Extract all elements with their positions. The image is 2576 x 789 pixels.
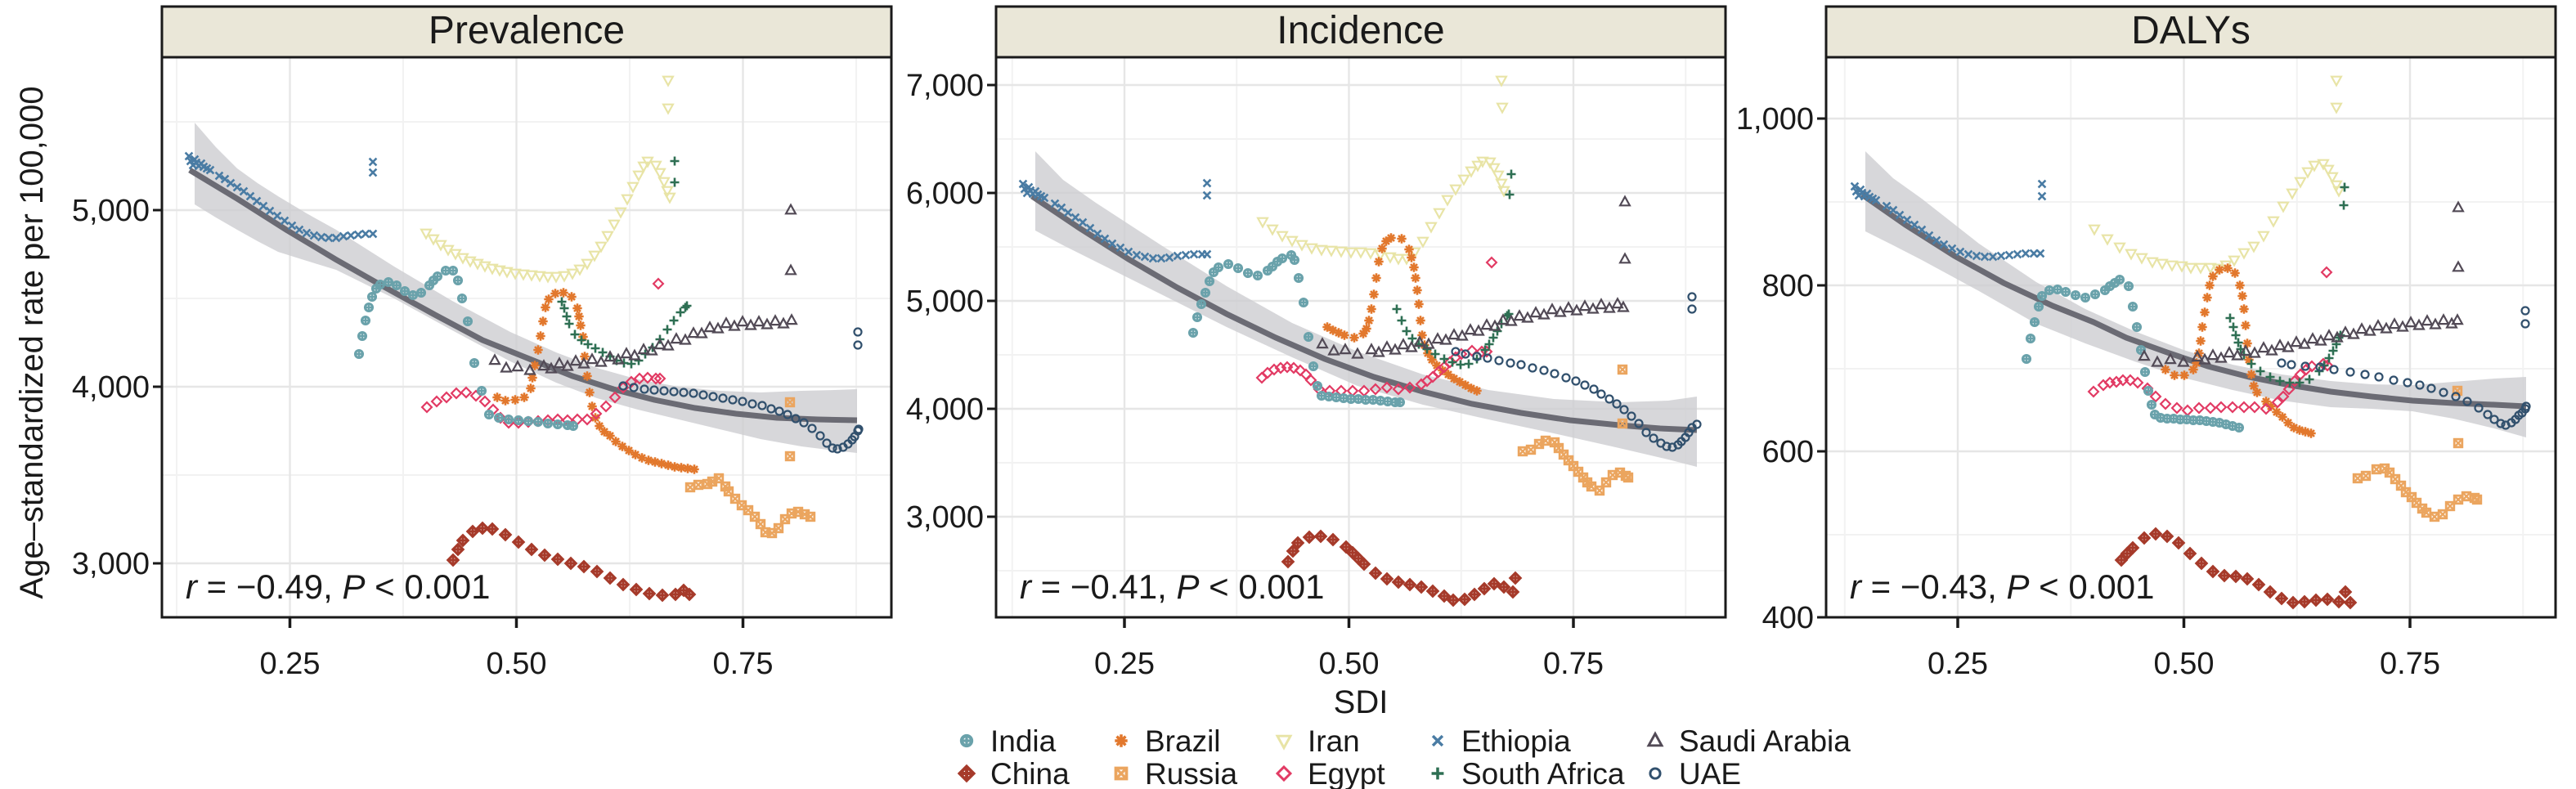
svg-text:400: 400: [1762, 601, 1814, 635]
svg-text:Egypt: Egypt: [1308, 757, 1385, 789]
svg-text:Age–standardized rate per 100,: Age–standardized rate per 100,000: [14, 86, 50, 598]
svg-text:0.25: 0.25: [260, 647, 321, 681]
svg-text:4,000: 4,000: [906, 392, 984, 427]
svg-text:Iran: Iran: [1308, 724, 1360, 758]
svg-text:Incidence: Incidence: [1277, 9, 1444, 52]
svg-text:India: India: [990, 724, 1057, 758]
svg-text:800: 800: [1762, 269, 1814, 303]
svg-text:China: China: [990, 757, 1070, 789]
svg-text:0.50: 0.50: [2154, 647, 2215, 681]
svg-text:0.75: 0.75: [2380, 647, 2440, 681]
svg-text:Saudi Arabia: Saudi Arabia: [1679, 724, 1851, 758]
svg-text:5,000: 5,000: [906, 285, 984, 319]
svg-text:0.50: 0.50: [1319, 647, 1380, 681]
svg-text:7,000: 7,000: [906, 69, 984, 103]
svg-text:DALYs: DALYs: [2131, 9, 2251, 52]
svg-text:0.25: 0.25: [1928, 647, 1988, 681]
svg-text:0.25: 0.25: [1094, 647, 1155, 681]
svg-text:0.75: 0.75: [713, 647, 774, 681]
svg-text:Ethiopia: Ethiopia: [1461, 724, 1571, 758]
svg-text:6,000: 6,000: [906, 177, 984, 211]
svg-text:Brazil: Brazil: [1145, 724, 1221, 758]
svg-text:SDI: SDI: [1334, 684, 1389, 720]
svg-text:5,000: 5,000: [72, 194, 150, 228]
svg-text:0.50: 0.50: [487, 647, 547, 681]
svg-text:r = −0.41, P < 0.001: r = −0.41, P < 0.001: [1020, 567, 1324, 606]
svg-text:4,000: 4,000: [72, 370, 150, 405]
svg-text:r = −0.49, P < 0.001: r = −0.49, P < 0.001: [186, 567, 490, 606]
svg-text:3,000: 3,000: [72, 547, 150, 581]
svg-text:1,000: 1,000: [1736, 102, 1814, 137]
svg-text:South Africa: South Africa: [1461, 757, 1625, 789]
svg-text:0.75: 0.75: [1543, 647, 1604, 681]
svg-text:3,000: 3,000: [906, 500, 984, 535]
svg-text:Prevalence: Prevalence: [429, 9, 625, 52]
svg-text:600: 600: [1762, 435, 1814, 469]
svg-text:Russia: Russia: [1145, 757, 1238, 789]
svg-text:r = −0.43, P < 0.001: r = −0.43, P < 0.001: [1850, 567, 2154, 606]
svg-text:UAE: UAE: [1679, 757, 1741, 789]
